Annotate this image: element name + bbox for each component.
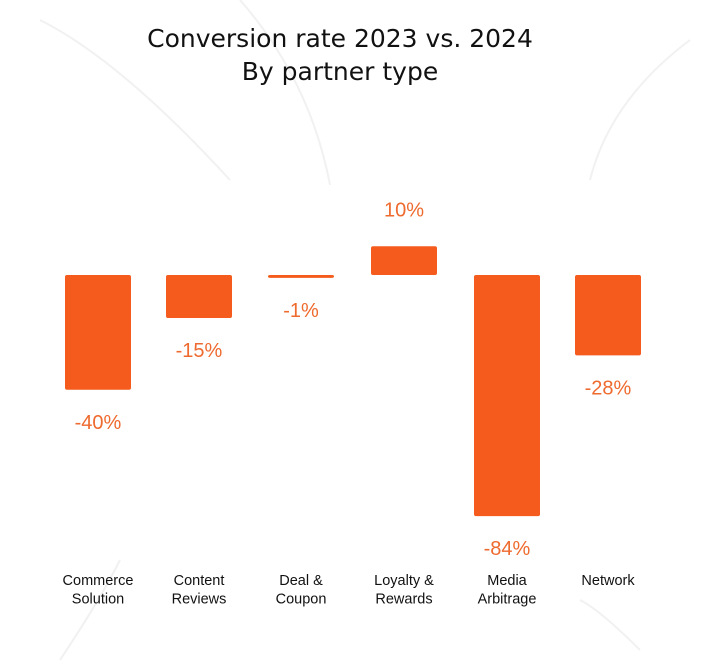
value-label: -28% <box>585 377 632 399</box>
category-label: Loyalty & Rewards <box>374 573 434 608</box>
bar-5 <box>575 275 641 356</box>
category-label: Commerce Solution <box>63 573 134 608</box>
category-label: Media Arbitrage <box>478 573 537 608</box>
value-label: -40% <box>75 412 122 434</box>
decorative-curve <box>589 39 691 181</box>
decorative-curve <box>39 19 231 181</box>
bar-0 <box>65 275 131 390</box>
value-label: -1% <box>283 300 319 322</box>
bar-1 <box>166 275 232 319</box>
value-label: 10% <box>384 199 424 221</box>
decorative-curve <box>59 559 121 661</box>
category-label: Content Reviews <box>172 573 227 608</box>
chart-title-block: Conversion rate 2023 vs. 2024 By partner… <box>0 22 680 88</box>
bar-2 <box>268 275 334 278</box>
chart-title: Conversion rate 2023 vs. 2024 <box>147 24 533 53</box>
chart-subtitle: By partner type <box>241 57 439 86</box>
category-label: Network <box>581 573 635 589</box>
value-label: -84% <box>484 538 531 560</box>
decorative-curve <box>579 599 641 651</box>
bar-3 <box>371 246 437 275</box>
bar-4 <box>474 275 540 517</box>
category-label: Deal & Coupon <box>276 573 327 608</box>
value-label: -15% <box>176 340 223 362</box>
decorative-curve <box>239 0 331 186</box>
